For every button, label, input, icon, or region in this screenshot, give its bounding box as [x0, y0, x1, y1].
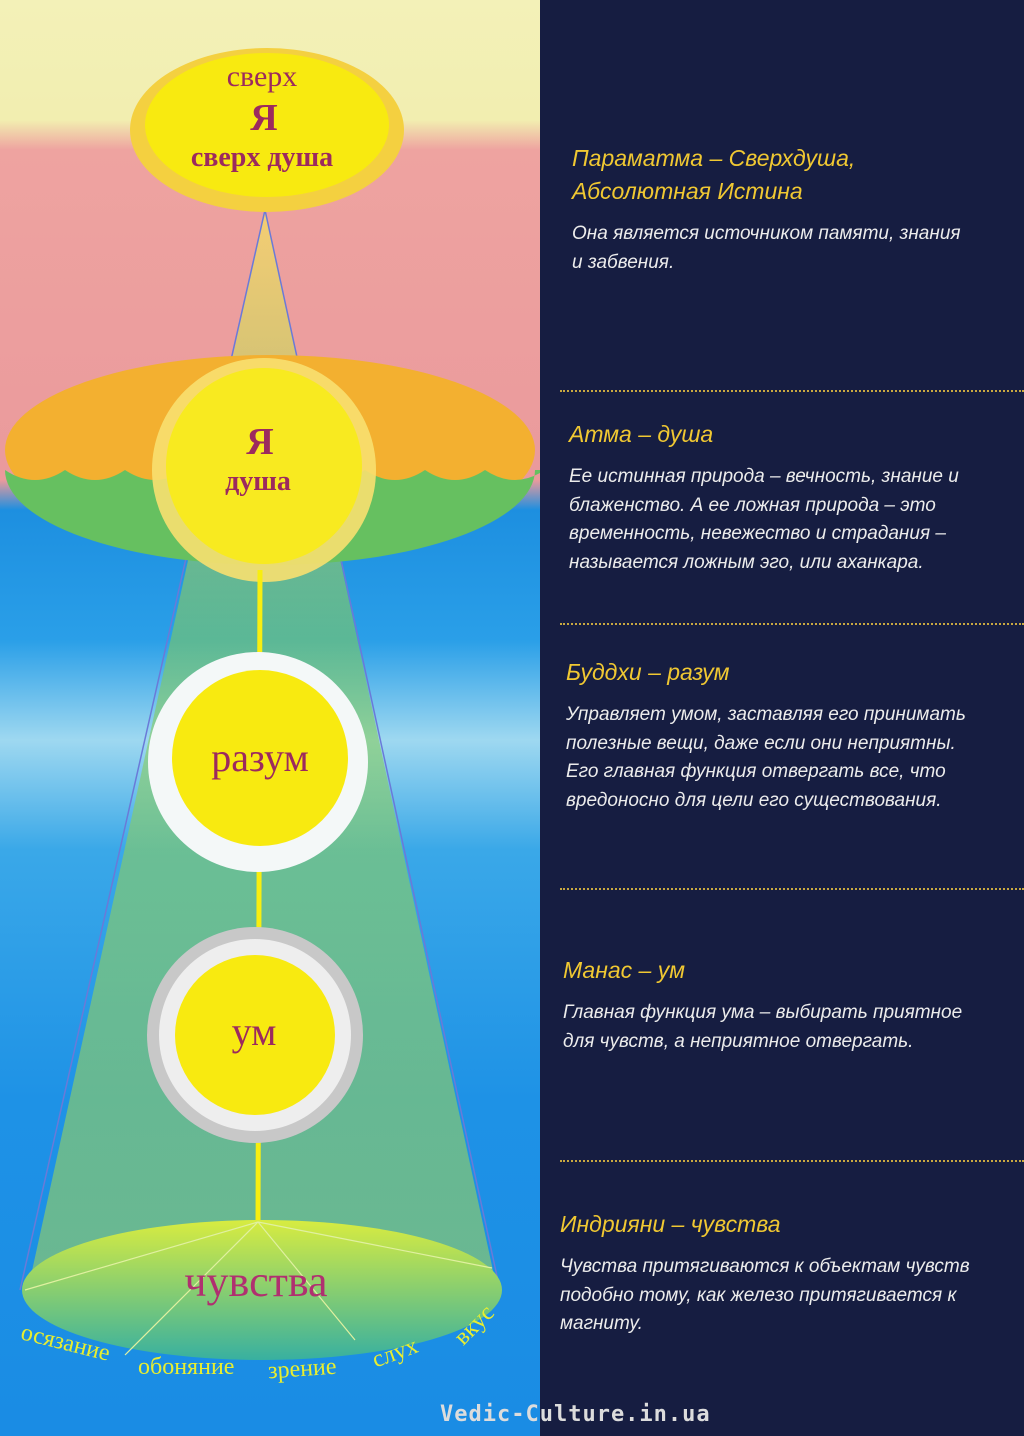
section-title: Манас – ум	[563, 957, 685, 983]
section-paramatma: Параматма – Сверхдуша, Абсолютная Истина…	[572, 142, 972, 277]
section-atma: Атма – душа Ее истинная природа – вечнос…	[569, 418, 989, 577]
consciousness-diagram	[5, 48, 540, 1360]
senses-label: чувства	[184, 1257, 328, 1306]
diagram-panel: сверх Я сверх душа Я душа разум ум чувст…	[0, 0, 540, 1436]
mind-circle	[147, 927, 363, 1143]
descriptions-panel: Параматма – Сверхдуша, Абсолютная Истина…	[540, 0, 1024, 1436]
section-text: Она является источником памяти, знания и…	[572, 223, 961, 273]
senses-plane	[22, 1220, 502, 1360]
sense-smell: обоняние	[138, 1354, 235, 1380]
section-text: Управляет умом, заставляя его принимать …	[566, 704, 966, 811]
section-text: Главная функция ума – выбирать приятное …	[563, 1002, 963, 1052]
section-indriyani: Индрияни – чувства Чувства притягиваются…	[560, 1208, 970, 1339]
supersoul-label-1: сверх	[226, 60, 298, 93]
section-title: Индрияни – чувства	[560, 1211, 781, 1237]
divider	[560, 390, 1024, 392]
watermark: Vedic-Culture.in.ua	[440, 1402, 711, 1427]
intellect-circle	[148, 652, 368, 872]
section-text: Чувства притягиваются к объектам чувств …	[560, 1256, 970, 1334]
section-title: Атма – душа	[569, 421, 714, 447]
soul-label-2: душа	[225, 466, 291, 497]
supersoul-label-3: сверх душа	[190, 142, 334, 173]
divider	[560, 1160, 1024, 1162]
sense-sight: зрение	[267, 1353, 338, 1385]
section-manas: Манас – ум Главная функция ума – выбират…	[563, 954, 963, 1056]
section-buddhi: Буддхи – разум Управляет умом, заставляя…	[566, 656, 976, 815]
soul-label-1: Я	[246, 421, 274, 463]
section-title: Параматма – Сверхдуша, Абсолютная Истина	[572, 145, 856, 204]
divider	[560, 888, 1024, 890]
intellect-label: разум	[211, 735, 309, 780]
mind-label: ум	[231, 1009, 277, 1054]
divider	[560, 623, 1024, 625]
section-text: Ее истинная природа – вечность, знание и…	[569, 466, 959, 573]
supersoul-label-2: Я	[250, 97, 278, 139]
soul-circle	[152, 358, 376, 582]
supersoul-circle	[130, 48, 404, 212]
section-title: Буддхи – разум	[566, 659, 730, 685]
